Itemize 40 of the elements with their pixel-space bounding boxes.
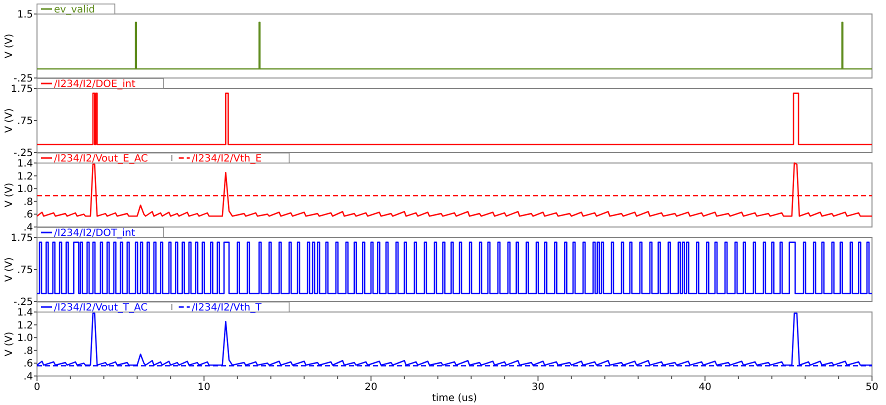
y-tick-label: .6 (23, 210, 33, 221)
y-tick-label: 1.2 (17, 171, 33, 182)
legend-label: /I234/I2/DOT_int (54, 228, 136, 239)
y-axis-title: V (V) (4, 34, 15, 58)
legend-label: /I234/I2/Vout_E_AC (54, 154, 148, 164)
legend-label: ev_valid (54, 4, 96, 16)
x-tick-label: 20 (364, 382, 378, 393)
y-tick-label: .8 (23, 346, 33, 357)
y-axis-title: V (V) (4, 332, 15, 356)
x-tick-label: 40 (698, 382, 712, 393)
y-tick-label: 1.4 (17, 308, 33, 318)
y-tick-label: -.25 (13, 74, 33, 84)
y-tick-label: .4 (23, 222, 33, 234)
x-tick-label: 10 (198, 382, 210, 393)
y-tick-label: 1.75 (10, 84, 33, 95)
y-tick-label: .4 (23, 372, 33, 382)
y-tick-label: 1.2 (17, 320, 33, 332)
y-tick-label: .6 (23, 358, 33, 370)
y-tick-label: 1.0 (17, 184, 33, 196)
x-tick-label: 50 (866, 382, 878, 393)
y-axis-title: V (V) (4, 108, 15, 133)
y-tick-label: .75 (17, 116, 33, 127)
y-tick-label: 1.5 (17, 10, 33, 20)
x-axis-title: time (us) (432, 393, 478, 404)
y-tick-label: -.25 (13, 297, 33, 308)
y-tick-label: 1.75 (10, 233, 33, 244)
y-axis-title: V (V) (4, 182, 15, 208)
y-tick-label: -.25 (13, 148, 33, 159)
y-tick-label: .8 (23, 196, 33, 208)
legend-label: /I234/I2/Vth_T (192, 302, 262, 314)
legend-label: /I234/I2/Vout_T_AC (54, 302, 148, 314)
x-tick-label: 30 (532, 382, 544, 393)
x-tick-label: 0 (34, 382, 40, 393)
y-tick-label: 1.0 (17, 333, 33, 344)
y-tick-label: .75 (17, 265, 33, 276)
legend-label: /I234/I2/Vth_E (192, 154, 262, 164)
y-axis-title: V (V) (4, 257, 15, 282)
line-series (36, 162, 873, 217)
y-tick-label: 1.4 (17, 158, 33, 170)
legend-label: /I234/I2/DOE_int (54, 79, 136, 90)
